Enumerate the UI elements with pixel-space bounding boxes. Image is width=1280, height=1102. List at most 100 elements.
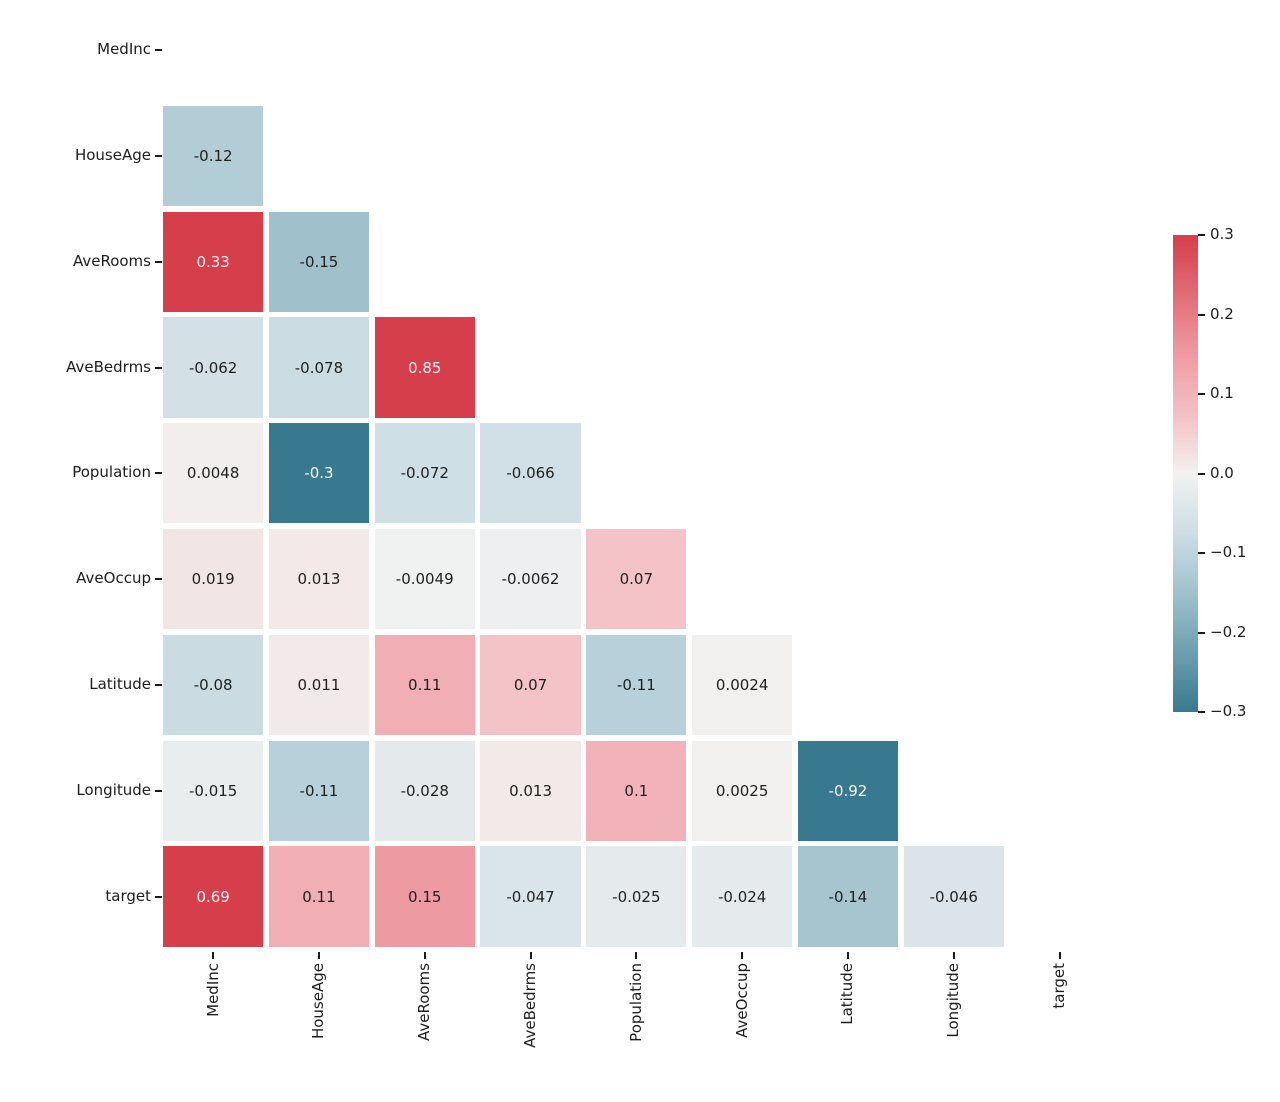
heatmap-cell-Population-HouseAge: -0.3 [268,423,370,524]
y-tick-mark [155,683,162,686]
cell-annotation: -0.047 [506,887,555,906]
colorbar-tick-label: 0.3 [1210,225,1234,243]
cell-annotation: -0.015 [188,781,238,800]
heatmap-cell-target-MedInc: 0.69 [163,846,264,947]
x-tick-mark [529,952,532,959]
heatmap-cell-Longitude-Population: 0.1 [586,740,687,841]
heatmap-cell-Longitude-AveOccup: 0.0025 [692,740,793,841]
cell-annotation: -0.024 [717,887,767,906]
heatmap-cell-Latitude-MedInc: -0.08 [163,634,264,736]
heatmap-cell-target-AveBedrms: -0.047 [480,846,581,947]
cell-annotation: 0.1 [624,781,649,800]
cell-annotation: -0.0062 [501,570,560,589]
y-tick-mark [155,154,162,157]
heatmap-cell-target-Population: -0.025 [586,846,687,947]
cell-annotation: -0.028 [400,781,449,800]
cell-annotation: -0.072 [400,464,449,483]
heatmap-cell-AveRooms-MedInc: 0.33 [163,211,264,312]
heatmap-cell-Longitude-AveRooms: -0.028 [374,740,475,841]
cell-annotation: 0.11 [302,887,336,906]
y-tick-mark [155,260,162,263]
cell-annotation: -0.046 [929,887,978,906]
colorbar-tick-mark [1198,711,1205,713]
colorbar-tick-mark [1198,393,1205,395]
cell-annotation: 0.07 [619,570,654,589]
cell-annotation: -0.3 [304,464,334,483]
cell-annotation: 0.85 [408,358,442,377]
cell-annotation: -0.15 [299,252,339,271]
y-tick-label-Population: Population [72,463,151,482]
y-tick-mark [155,895,162,898]
heatmap-cell-Latitude-AveOccup: 0.0024 [692,634,793,736]
cell-annotation: -0.08 [193,675,233,694]
cell-annotation: -0.11 [299,781,339,800]
heatmap-cell-Latitude-AveRooms: 0.11 [374,634,475,736]
cell-annotation: -0.0049 [395,570,454,589]
x-tick-mark [635,952,638,959]
y-tick-mark [155,789,162,792]
y-tick-mark [155,578,162,581]
cell-annotation: 0.15 [408,887,442,906]
y-tick-label-Longitude: Longitude [76,780,151,799]
heatmap-cell-Population-AveBedrms: -0.066 [480,423,581,524]
heatmap-cell-target-AveRooms: 0.15 [374,846,475,947]
colorbar-tick-label: 0.0 [1210,463,1234,482]
x-tick-mark [317,952,320,959]
x-tick-mark [212,952,215,959]
heatmap-cell-AveBedrms-AveRooms: 0.85 [374,317,475,418]
x-tick-mark [1058,952,1061,959]
cell-annotation: 0.69 [196,887,230,906]
cell-annotation: -0.92 [828,781,868,800]
heatmap-cell-AveOccup-Population: 0.07 [586,529,687,630]
x-tick-label-HouseAge: HouseAge [309,963,328,1040]
y-tick-label-MedInc: MedInc [97,40,151,59]
heatmap-cell-target-AveOccup: -0.024 [692,846,793,947]
cell-annotation: 0.013 [509,781,553,800]
cell-annotation: 0.07 [513,675,548,694]
colorbar-tick-mark [1198,313,1205,316]
cell-annotation: -0.11 [616,675,656,694]
colorbar-gradient [1173,235,1198,712]
y-tick-mark [155,472,162,475]
cell-annotation: -0.078 [294,358,344,377]
x-tick-label-AveOccup: AveOccup [732,963,751,1038]
heatmap-cell-Longitude-Latitude: -0.92 [797,740,899,841]
heatmap-cell-Longitude-MedInc: -0.015 [163,740,264,841]
cell-annotation: 0.11 [408,675,442,694]
x-tick-label-MedInc: MedInc [203,963,222,1017]
heatmap-cell-AveOccup-MedInc: 0.019 [163,529,264,630]
cell-annotation: 0.011 [297,675,341,694]
heatmap-cell-target-HouseAge: 0.11 [268,846,370,947]
heatmap-cell-AveRooms-HouseAge: -0.15 [268,211,370,312]
colorbar-tick-mark [1198,472,1205,475]
heatmap-cell-Latitude-AveBedrms: 0.07 [480,634,581,736]
heatmap-cell-AveBedrms-HouseAge: -0.078 [268,317,370,418]
heatmap-cell-Population-AveRooms: -0.072 [374,423,475,524]
y-tick-mark [155,49,162,52]
heatmap-cell-AveOccup-AveRooms: -0.0049 [374,529,475,630]
heatmap-cell-AveOccup-HouseAge: 0.013 [268,529,370,630]
y-tick-label-AveOccup: AveOccup [76,569,151,588]
cell-annotation: -0.025 [612,887,661,906]
x-tick-mark [741,952,744,959]
cell-annotation: 0.013 [297,570,341,589]
cell-annotation: -0.14 [828,887,868,906]
x-tick-label-Population: Population [626,963,645,1042]
y-tick-label-HouseAge: HouseAge [74,145,151,164]
y-tick-label-AveRooms: AveRooms [72,251,151,270]
heatmap-cell-target-Longitude: -0.046 [903,846,1004,947]
colorbar-tick-mark [1198,631,1205,634]
colorbar-tick-label: 0.1 [1210,384,1234,402]
cell-annotation: 0.0048 [186,464,240,483]
colorbar-tick-mark [1198,234,1205,236]
heatmap-cell-AveBedrms-MedInc: -0.062 [163,317,264,418]
heatmap-cell-AveOccup-AveBedrms: -0.0062 [480,529,581,630]
cell-annotation: 0.33 [196,252,230,271]
colorbar-tick-label: 0.2 [1210,304,1234,323]
x-tick-mark [423,952,426,959]
x-tick-label-Latitude: Latitude [838,963,857,1025]
colorbar-tick-label: −0.2 [1210,622,1247,641]
cell-annotation: -0.12 [193,146,233,165]
colorbar-tick-mark [1198,552,1205,554]
y-tick-label-AveBedrms: AveBedrms [66,357,151,376]
